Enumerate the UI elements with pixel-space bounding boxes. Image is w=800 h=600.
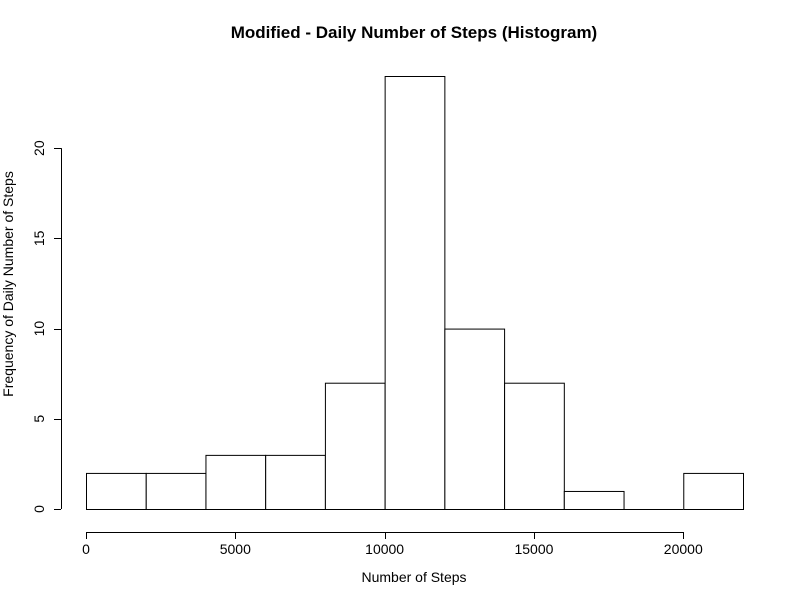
y-tick-label: 10 (31, 321, 47, 337)
histogram-bar (145, 472, 207, 510)
histogram-bar (86, 472, 147, 510)
histogram-bar (563, 490, 625, 511)
histogram-bar (324, 382, 386, 511)
histogram-bar (265, 454, 326, 510)
x-tick-label: 5000 (220, 541, 251, 557)
y-tick-label: 5 (31, 415, 47, 423)
y-axis-label: Frequency of Daily Number of Steps (0, 171, 16, 397)
histogram-bar (683, 472, 744, 510)
y-tick-label: 0 (31, 505, 47, 513)
x-axis: 0 5000 10000 15000 20000 (82, 532, 703, 557)
x-tick-label: 20000 (664, 541, 703, 557)
y-tick-label: 15 (31, 230, 47, 246)
histogram-bar (444, 328, 506, 511)
histogram-bar (384, 76, 446, 510)
y-axis: 0 5 10 15 20 (31, 140, 62, 513)
x-axis-label: Number of Steps (361, 569, 466, 585)
y-tick-label: 20 (31, 140, 47, 156)
x-tick-label: 10000 (365, 541, 404, 557)
histogram-bar (205, 454, 267, 510)
x-tick-label: 15000 (514, 541, 553, 557)
chart-title: Modified - Daily Number of Steps (Histog… (231, 23, 597, 42)
bars-group (86, 76, 744, 511)
histogram-bar (504, 382, 565, 511)
x-tick-label: 0 (82, 541, 90, 557)
